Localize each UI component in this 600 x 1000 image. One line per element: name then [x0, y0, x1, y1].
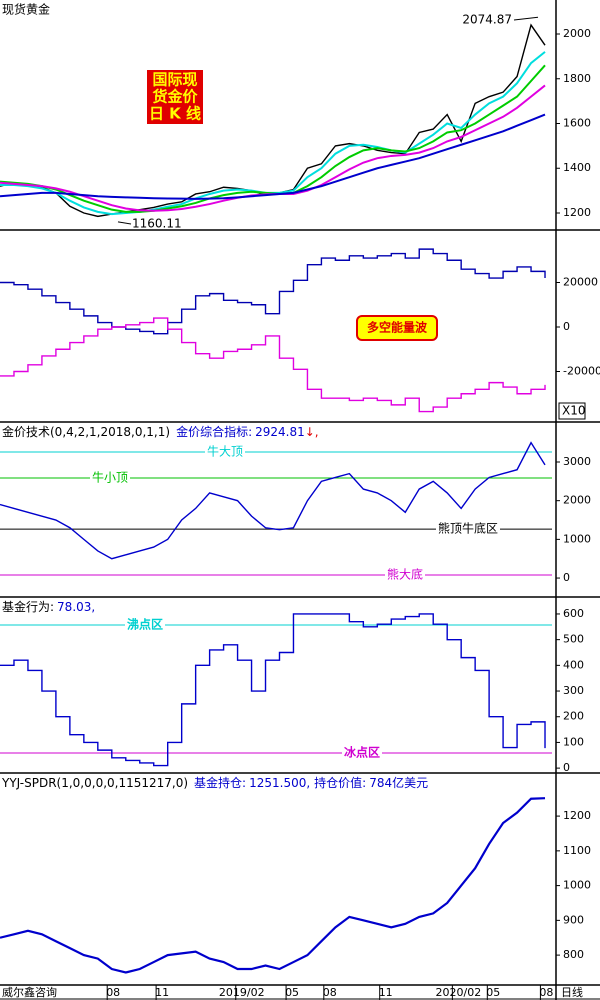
reference-label: 牛小顶: [92, 469, 128, 484]
y-tick-label: 2000: [563, 494, 591, 507]
y-tick-label: 0: [563, 320, 570, 333]
y-tick-label: 1400: [563, 161, 591, 174]
series-line: [0, 797, 546, 974]
source: 威尔鑫咨询: [2, 985, 57, 999]
x-tick-label: 2020/02: [436, 986, 482, 999]
x-tick-label: 08: [323, 986, 337, 999]
x-tick-label: 08: [539, 986, 553, 999]
y-tick-label: 1200: [563, 206, 591, 219]
value-name: 持仓价值:: [314, 775, 366, 790]
period: 日线: [561, 985, 583, 999]
series-line: [0, 113, 546, 200]
indicator-text: 78.03,: [57, 600, 95, 614]
reference-label-bg: [204, 443, 246, 459]
indicator-suffix: ↓,: [305, 425, 319, 439]
reference-label: 冰点区: [344, 744, 380, 759]
holding-text: 1251.500,: [249, 776, 310, 790]
series-line: [0, 613, 546, 767]
badge-box: [356, 315, 438, 341]
y-tick-label: 1200: [563, 809, 591, 822]
y-tick-label: 3000: [563, 455, 591, 468]
annotation-leader: [513, 16, 539, 21]
reference-label-bg: [341, 744, 383, 760]
reference-label: 熊顶牛底区: [438, 521, 498, 536]
y-tick-label: 400: [563, 658, 584, 671]
y-tick-label: 900: [563, 913, 584, 926]
reference-label-bg: [384, 566, 426, 582]
series-line: [0, 248, 546, 335]
indicator-value: 2924.81: [255, 425, 305, 439]
panel-header: 基金行为: 78.03,: [2, 599, 95, 614]
badge-text: 多空能量波: [367, 320, 428, 335]
scale-note-box: [558, 402, 586, 420]
reference-label: 牛大顶: [207, 444, 243, 459]
panel-title: YYJ-SPDR(1,0,0,0,0,1151217,0): [1, 776, 188, 790]
panel-header: YYJ-SPDR(1,0,0,0,0,1151217,0) 基金持仓: 1251.5…: [1, 775, 428, 790]
annotation-leader: [117, 221, 132, 225]
badge-box: [147, 70, 203, 124]
y-tick-label: 500: [563, 633, 584, 646]
x-tick-label: 05: [486, 986, 500, 999]
y-tick-label: 100: [563, 735, 584, 748]
panel-title: 基金行为:: [2, 599, 54, 614]
x-tick-label: 05: [285, 986, 299, 999]
badge-line: 日 K 线: [149, 105, 201, 123]
y-tick-label: 1800: [563, 72, 591, 85]
y-tick-label: 800: [563, 948, 584, 961]
annotation: 1160.11: [132, 217, 182, 231]
y-tick-label: 1100: [563, 844, 591, 857]
x-tick-label: 11: [155, 986, 169, 999]
indicator-name: 金价综合指标:: [176, 424, 252, 439]
y-tick-label: -20000: [563, 364, 600, 377]
y-tick-label: 20000: [563, 276, 598, 289]
reference-label: 沸点区: [127, 617, 163, 632]
y-tick-label: 300: [563, 684, 584, 697]
y-tick-label: 1600: [563, 117, 591, 130]
y-tick-label: 200: [563, 710, 584, 723]
badge-line: 国际现: [152, 71, 197, 89]
y-tick-label: 1000: [563, 532, 591, 545]
panel-header: 金价技术(0,4,2,1,2018,0,1,1) 金价综合指标: 2924.81↓,: [2, 424, 319, 439]
badge-line: 货金价: [152, 88, 198, 106]
series-line: [0, 317, 546, 413]
panel-title: 现货黄金: [2, 2, 50, 17]
holding-name: 基金持仓:: [194, 775, 246, 790]
x-tick-label: 11: [379, 986, 393, 999]
x-tick-label: 08: [106, 986, 120, 999]
reference-label-bg: [124, 616, 166, 632]
scale-note: X10: [562, 404, 586, 418]
y-tick-label: 0: [563, 571, 570, 584]
panel-title: 金价技术(0,4,2,1,2018,0,1,1): [2, 424, 170, 439]
y-tick-label: 600: [563, 607, 584, 620]
y-tick-label: 2000: [563, 27, 591, 40]
y-tick-label: 1000: [563, 879, 591, 892]
value-text: 784亿美元: [369, 775, 428, 790]
reference-label-bg: [435, 520, 501, 536]
annotation: 2074.87: [462, 13, 512, 27]
y-tick-label: 0: [563, 761, 570, 774]
series-line: [0, 441, 546, 560]
reference-label-bg: [89, 469, 131, 485]
reference-label: 熊大底: [387, 567, 423, 582]
x-tick-label: 2019/02: [219, 986, 265, 999]
